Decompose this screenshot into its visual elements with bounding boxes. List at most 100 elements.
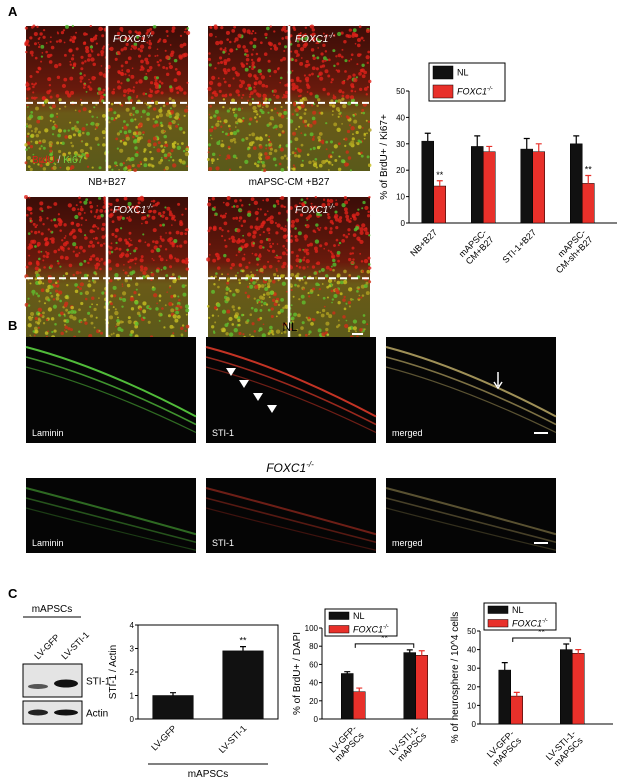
cell-dot: [148, 39, 151, 43]
cell-dot: [231, 66, 236, 71]
cell-dot: [71, 54, 75, 57]
cell-dot: [206, 257, 211, 262]
cell-dot: [112, 306, 115, 309]
cell-dot: [159, 237, 163, 240]
cell-dot: [114, 308, 117, 311]
cell-dot: [101, 291, 105, 295]
cell-dot: [281, 281, 286, 286]
cell-dot: [315, 282, 319, 287]
cell-dot: [365, 231, 369, 236]
cell-dot: [349, 95, 355, 100]
cell-dot: [262, 168, 267, 173]
cell-dot: [358, 286, 360, 289]
cell-dot: [311, 28, 316, 32]
cell-dot: [35, 292, 38, 295]
cell-dot: [169, 126, 172, 130]
cell-dot: [30, 159, 34, 163]
cell-dot: [348, 28, 352, 32]
cell-dot: [245, 136, 249, 140]
cell-dot: [256, 164, 260, 168]
cell-dot: [142, 131, 145, 134]
cell-dot: [325, 122, 328, 125]
cell-dot: [345, 217, 350, 222]
cell-dot: [156, 148, 161, 153]
cell-dot: [248, 261, 251, 264]
cell-dot: [111, 90, 116, 95]
cell-dot: [229, 289, 232, 293]
cell-dot: [361, 223, 366, 228]
cell-dot: [345, 235, 349, 239]
cell-dot: [242, 94, 245, 97]
cell-dot: [264, 213, 267, 216]
cell-dot: [27, 232, 31, 235]
cell-dot: [367, 256, 371, 260]
x-tick-label: LV-STI-1: [217, 723, 249, 755]
cell-dot: [215, 307, 218, 310]
cell-dot: [103, 242, 106, 245]
cell-dot: [216, 266, 221, 270]
cell-dot: [268, 249, 271, 252]
cell-dot: [57, 262, 60, 265]
cell-dot: [179, 34, 183, 38]
cell-dot: [71, 144, 75, 148]
cell-dot: [226, 57, 231, 62]
cell-dot: [75, 245, 79, 249]
cell-dot: [256, 269, 259, 272]
cell-dot: [223, 221, 228, 226]
cell-dot: [252, 48, 254, 51]
cell-dot: [278, 162, 282, 166]
cell-dot: [122, 120, 126, 123]
cell-dot: [27, 304, 31, 307]
cell-dot: [280, 105, 283, 108]
bar: [483, 151, 496, 224]
cell-dot: [300, 198, 304, 202]
cell-dot: [47, 298, 51, 302]
cell-dot: [247, 277, 250, 280]
cell-dot: [79, 98, 82, 101]
cell-dot: [102, 96, 105, 99]
cell-dot: [146, 243, 151, 247]
cell-dot: [275, 94, 280, 99]
cell-dot: [168, 64, 173, 70]
cell-dot: [361, 63, 365, 67]
cell-dot: [80, 224, 83, 226]
cell-dot: [269, 215, 274, 220]
cell-dot: [254, 225, 259, 230]
legend-label: FOXC1-/-: [512, 618, 548, 628]
cell-dot: [72, 235, 77, 240]
vessel-stain: [205, 346, 377, 418]
cell-dot: [93, 215, 97, 218]
cell-dot: [335, 226, 339, 230]
cell-dot: [68, 48, 73, 53]
cell-dot: [314, 205, 317, 209]
cell-dot: [152, 209, 157, 214]
cell-dot: [90, 121, 95, 126]
cell-dot: [147, 139, 152, 144]
cell-dot: [84, 290, 90, 296]
cell-dot: [242, 219, 247, 223]
cell-dot: [120, 82, 123, 85]
cell-dot: [335, 69, 338, 71]
cell-dot: [267, 285, 271, 289]
cell-dot: [232, 216, 236, 220]
cell-dot: [171, 216, 175, 221]
cell-dot: [114, 310, 119, 316]
cell-dot: [63, 77, 68, 82]
cell-dot: [47, 77, 52, 82]
cell-dot: [352, 258, 355, 261]
cell-dot: [32, 85, 35, 89]
cell-dot: [82, 249, 86, 253]
cell-dot: [207, 86, 212, 92]
cell-dot: [132, 86, 135, 89]
cell-dot: [352, 28, 357, 33]
cell-dot: [282, 306, 286, 310]
cell-dot: [368, 279, 371, 282]
cell-dot: [143, 163, 148, 168]
cell-dot: [74, 283, 78, 287]
cell-dot: [86, 58, 91, 62]
cell-dot: [294, 107, 300, 113]
cell-dot: [337, 115, 340, 118]
cell-dot: [134, 282, 139, 286]
cell-dot: [80, 301, 84, 306]
cell-dot: [254, 116, 257, 119]
